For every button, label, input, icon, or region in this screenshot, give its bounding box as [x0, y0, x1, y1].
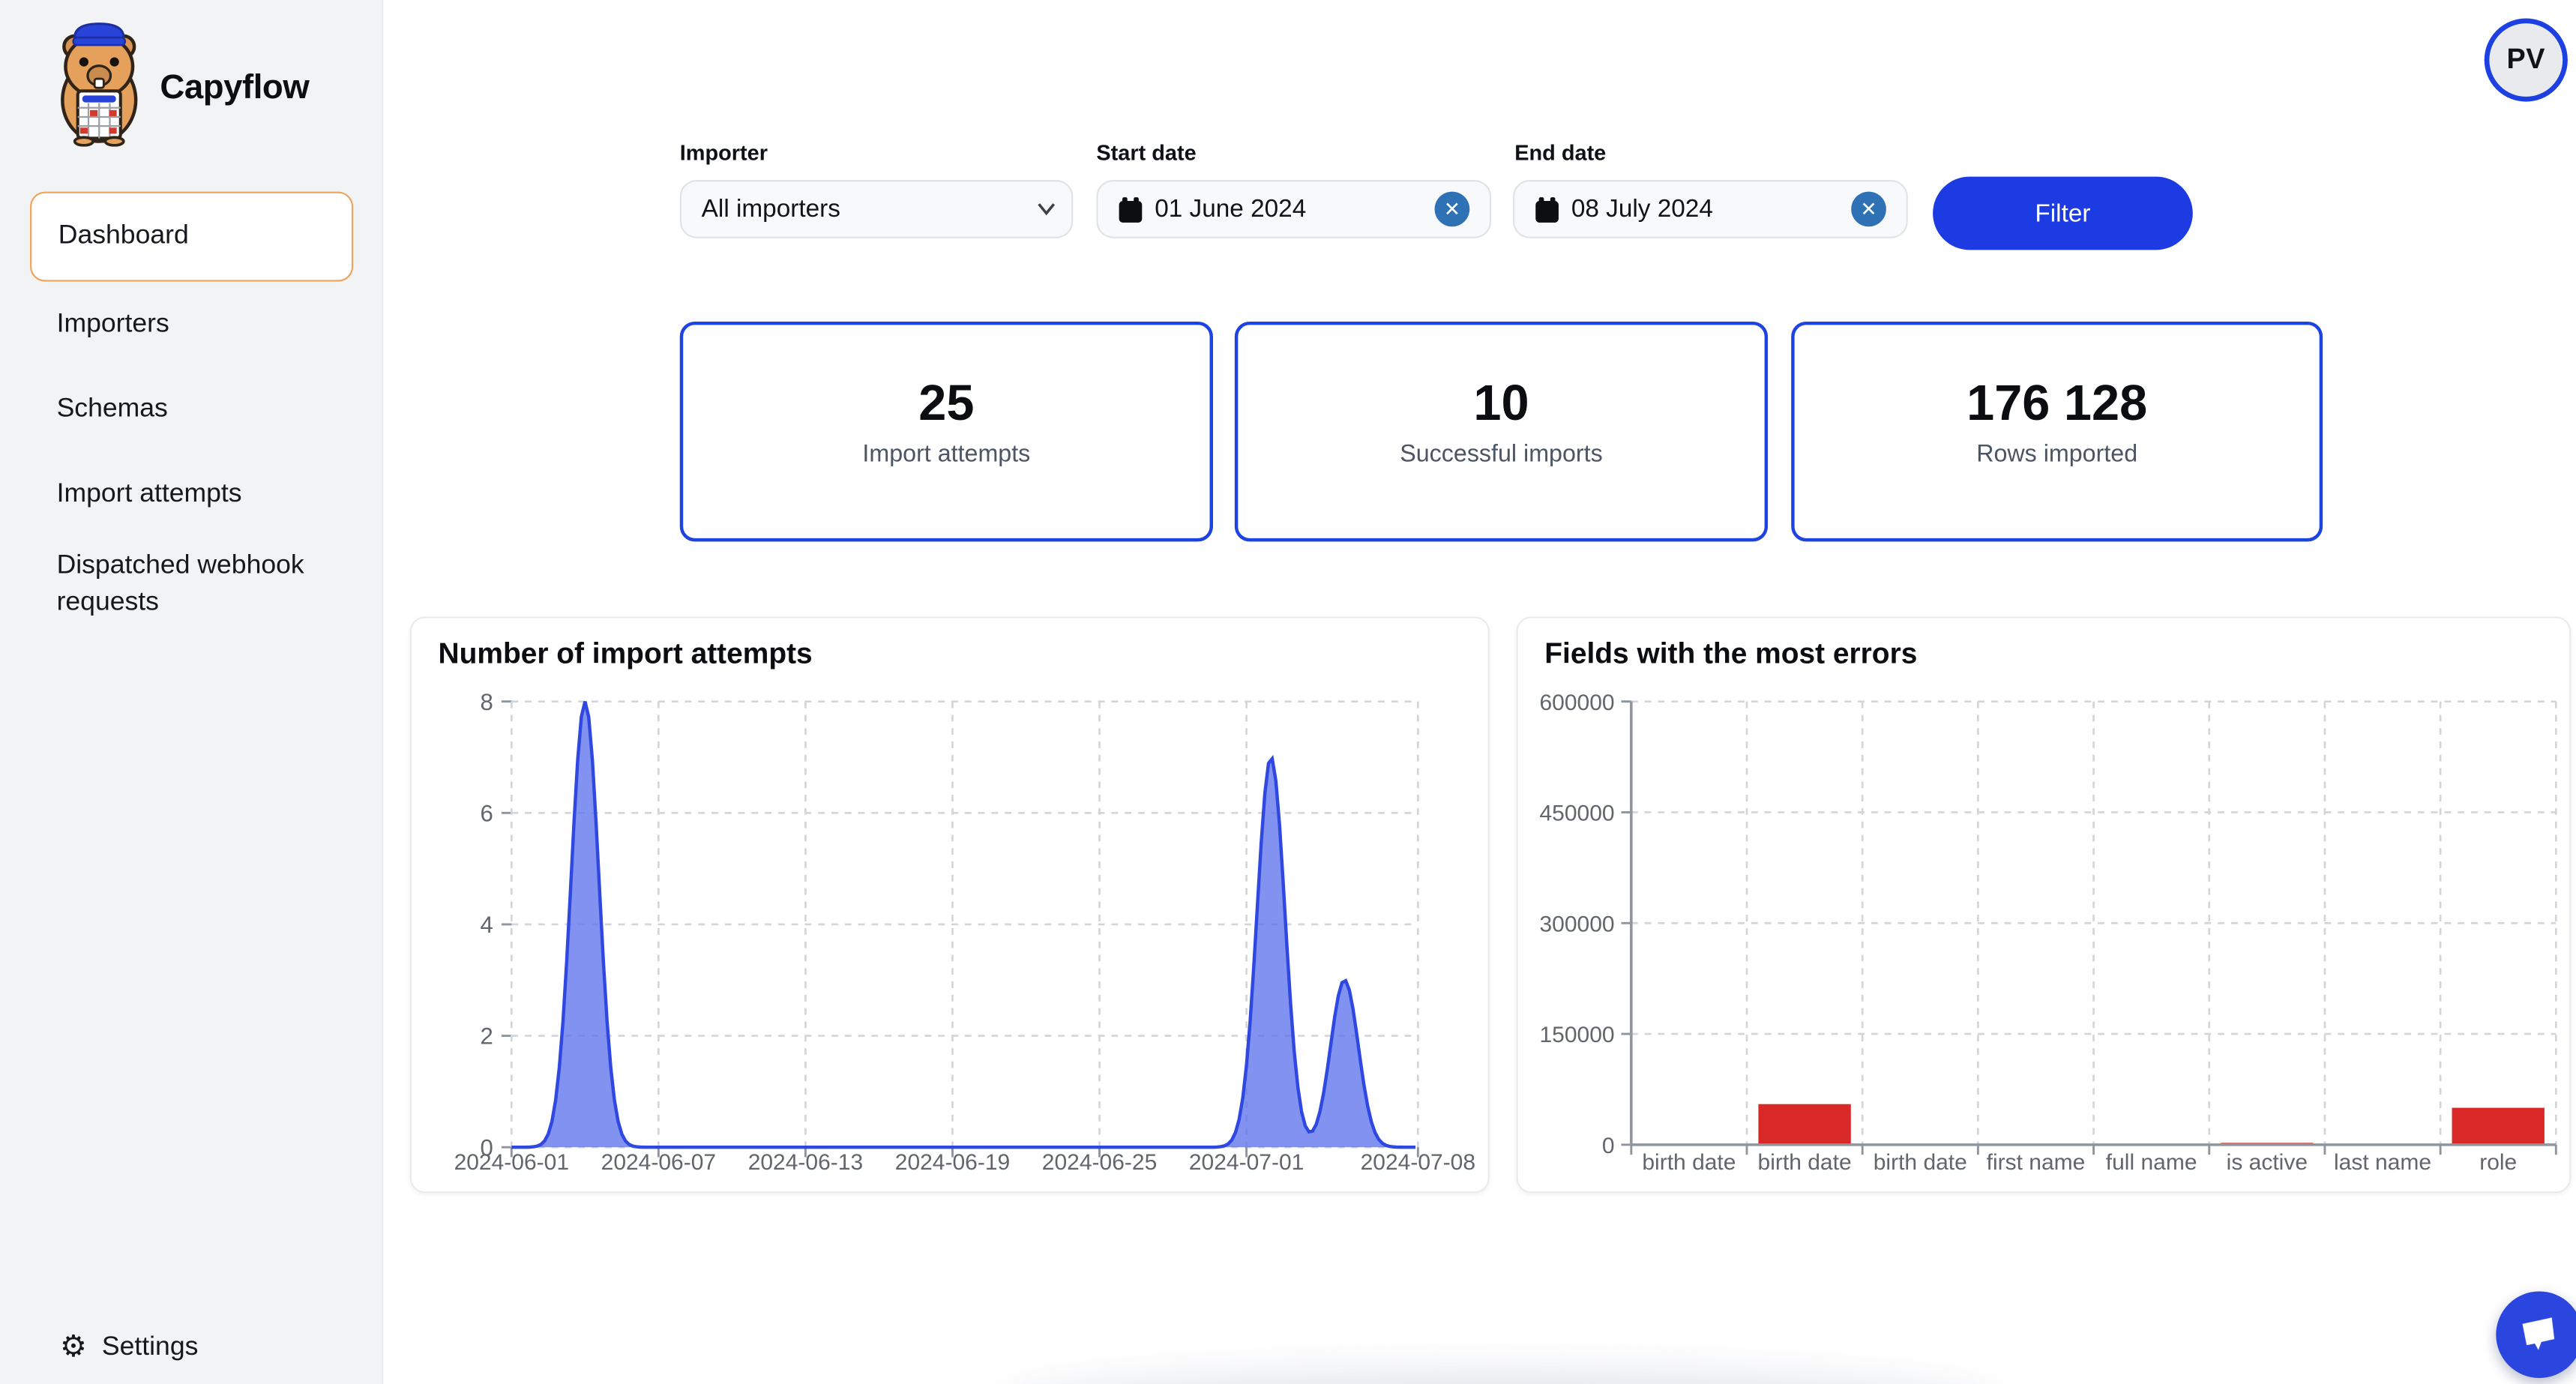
- user-avatar[interactable]: PV: [2484, 18, 2568, 102]
- stat-label: Import attempts: [862, 441, 1031, 469]
- brand-name: Capyflow: [160, 67, 310, 106]
- sidebar-item-import-attempts[interactable]: Import attempts: [30, 451, 353, 536]
- sidebar-item-label: Dispatched webhook requests: [56, 551, 304, 617]
- chat-button[interactable]: [2496, 1291, 2576, 1379]
- stat-card-successful-imports: 10 Successful imports: [1234, 321, 1769, 542]
- sidebar: Capyflow Dashboard Importers Schemas Imp…: [0, 0, 384, 1384]
- sidebar-item-dashboard[interactable]: Dashboard: [30, 191, 354, 282]
- brand: Capyflow: [53, 20, 310, 155]
- svg-text:150000: 150000: [1539, 1023, 1614, 1047]
- svg-text:0: 0: [1602, 1134, 1615, 1158]
- sidebar-item-schemas[interactable]: Schemas: [30, 367, 353, 451]
- start-date-clear-button[interactable]: ✕: [1434, 191, 1470, 227]
- svg-text:2024-07-01: 2024-07-01: [1189, 1150, 1304, 1175]
- calendar-icon: [1119, 196, 1143, 222]
- field-errors-bar-chart: 0 150000 300000 450000 600000 birth date birth…: [1539, 691, 2557, 1175]
- stat-card-rows-imported: 176 128 Rows imported: [1791, 321, 2323, 542]
- end-date-label: End date: [1514, 139, 1607, 166]
- svg-text:8: 8: [481, 689, 493, 715]
- start-date-input[interactable]: 01 June 2024 ✕: [1096, 180, 1492, 238]
- stat-label: Rows imported: [1976, 441, 2138, 469]
- field-errors-chart-card: Fields with the most errors 0 150000 30000…: [1516, 616, 2572, 1194]
- start-date-label: Start date: [1096, 139, 1197, 166]
- import-attempts-chart-card: Number of import attempts 0 2 4 6 8 2024-06-0…: [409, 616, 1490, 1194]
- calendar-icon: [1535, 196, 1559, 222]
- chat-bubble-icon: [2522, 1317, 2555, 1350]
- capyflow-logo: [53, 20, 145, 155]
- avatar-initials: PV: [2506, 43, 2546, 76]
- end-date-clear-button[interactable]: ✕: [1851, 191, 1886, 227]
- sidebar-item-dispatched-webhook-requests[interactable]: Dispatched webhook requests: [30, 537, 353, 634]
- bottom-edge-shadow: [999, 1378, 1999, 1384]
- svg-text:4: 4: [481, 912, 493, 938]
- svg-text:birth date: birth date: [1642, 1150, 1736, 1175]
- svg-text:2024-06-19: 2024-06-19: [895, 1150, 1010, 1175]
- stat-value: 176 128: [1966, 376, 2148, 432]
- gear-icon: ⚙: [60, 1329, 87, 1365]
- sidebar-item-label: Dashboard: [58, 221, 189, 250]
- end-date-value: 08 July 2024: [1571, 195, 1713, 223]
- sidebar-item-importers[interactable]: Importers: [30, 282, 353, 367]
- chart-title: Fields with the most errors: [1544, 636, 1918, 670]
- svg-text:last name: last name: [2334, 1150, 2431, 1175]
- import-attempts-area-chart: 0 2 4 6 8 2024-06-01 2024-06-07 2024-06-13 2024-…: [454, 689, 1476, 1175]
- stat-label: Successful imports: [1400, 441, 1603, 469]
- svg-text:2024-07-08: 2024-07-08: [1361, 1150, 1475, 1175]
- svg-text:full name: full name: [2106, 1150, 2197, 1175]
- svg-text:300000: 300000: [1539, 912, 1614, 936]
- sidebar-item-label: Schemas: [56, 394, 168, 423]
- svg-text:birth date: birth date: [1758, 1150, 1852, 1175]
- sidebar-item-label: Import attempts: [56, 478, 242, 508]
- svg-text:600000: 600000: [1539, 691, 1614, 715]
- svg-text:first name: first name: [1987, 1150, 2086, 1175]
- svg-text:2024-06-01: 2024-06-01: [454, 1150, 569, 1175]
- settings-label: Settings: [101, 1333, 199, 1362]
- filter-button[interactable]: Filter: [1933, 176, 2193, 250]
- x-circle-icon: ✕: [1443, 196, 1461, 220]
- svg-text:2024-06-13: 2024-06-13: [748, 1150, 863, 1175]
- stat-value: 25: [918, 376, 975, 432]
- sidebar-nav: Dashboard Importers Schemas Import attem…: [30, 191, 354, 634]
- svg-text:450000: 450000: [1539, 801, 1614, 826]
- svg-text:2024-06-07: 2024-06-07: [601, 1150, 716, 1175]
- svg-text:is active: is active: [2227, 1150, 2308, 1175]
- svg-text:6: 6: [481, 800, 493, 826]
- svg-text:birth date: birth date: [1874, 1150, 1967, 1175]
- start-date-value: 01 June 2024: [1155, 195, 1307, 223]
- importer-label: Importer: [679, 139, 768, 166]
- stat-card-import-attempts: 25 Import attempts: [679, 321, 1213, 542]
- sidebar-item-label: Importers: [56, 309, 169, 338]
- x-circle-icon: ✕: [1860, 196, 1877, 220]
- stat-value: 10: [1473, 376, 1529, 432]
- sidebar-item-settings[interactable]: ⚙ Settings: [60, 1329, 199, 1365]
- chart-title: Number of import attempts: [438, 636, 813, 670]
- importer-select[interactable]: All importers: [679, 180, 1074, 238]
- svg-text:0: 0: [481, 1134, 493, 1161]
- svg-text:2024-06-25: 2024-06-25: [1042, 1150, 1157, 1175]
- end-date-input[interactable]: 08 July 2024 ✕: [1513, 180, 1908, 238]
- svg-text:role: role: [2479, 1150, 2517, 1175]
- svg-text:2: 2: [481, 1023, 493, 1050]
